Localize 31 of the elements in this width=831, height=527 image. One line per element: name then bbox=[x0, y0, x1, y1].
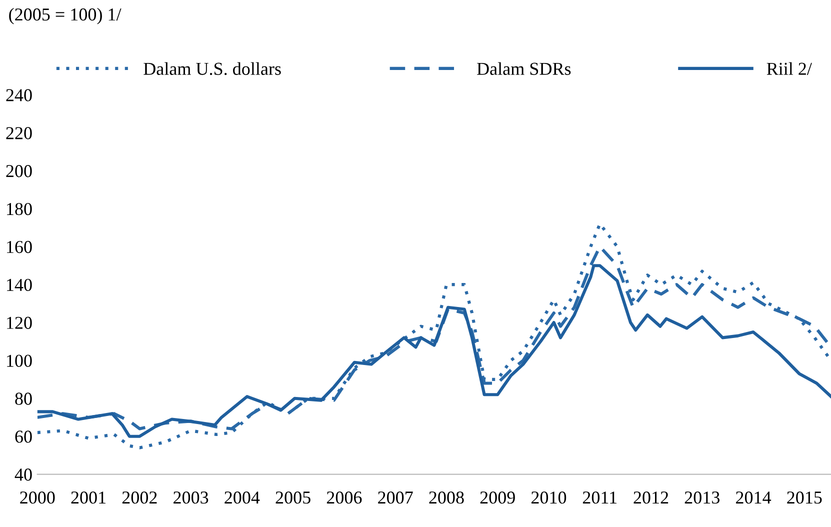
y-tick-label: 240 bbox=[6, 89, 32, 102]
x-tick-label: 2008 bbox=[429, 491, 464, 504]
x-tick-label: 2011 bbox=[582, 491, 617, 504]
y-tick-label: 200 bbox=[6, 165, 32, 178]
legend-label: Riil 2/ bbox=[766, 62, 812, 75]
legend-label: Dalam SDRs bbox=[477, 62, 571, 75]
y-tick-label: 60 bbox=[15, 430, 32, 443]
x-tick-label: 2001 bbox=[71, 491, 106, 504]
x-tick-label: 2003 bbox=[174, 491, 208, 504]
x-tick-label: 2015 bbox=[787, 491, 822, 504]
x-tick-label: 2007 bbox=[378, 491, 413, 504]
y-tick-label: 180 bbox=[7, 202, 32, 216]
x-tick-label: 2014 bbox=[736, 491, 772, 504]
y-tick-label: 160 bbox=[7, 240, 32, 254]
x-tick-label: 2002 bbox=[122, 491, 157, 504]
x-tick-label: 2006 bbox=[326, 491, 362, 504]
x-tick-label: 2012 bbox=[634, 491, 668, 504]
x-tick-label: 2005 bbox=[276, 491, 310, 504]
y-tick-label: 100 bbox=[7, 354, 32, 367]
x-tick-label: 2004 bbox=[224, 491, 260, 504]
y-tick-label: 40 bbox=[14, 468, 32, 481]
x-tick-label: 2010 bbox=[531, 491, 566, 504]
x-tick-label: 2013 bbox=[684, 491, 720, 504]
y-tick-label: 80 bbox=[15, 392, 32, 405]
y-tick-label: 140 bbox=[7, 278, 32, 292]
y-tick-label: 220 bbox=[6, 127, 32, 140]
x-tick-label: 2000 bbox=[20, 491, 55, 504]
legend-label: Dalam U.S. dollars bbox=[144, 62, 281, 76]
y-tick-label: 120 bbox=[7, 316, 32, 329]
chart-title: (2005 = 100) 1/ bbox=[9, 8, 122, 24]
x-tick-label: 2009 bbox=[480, 491, 515, 504]
